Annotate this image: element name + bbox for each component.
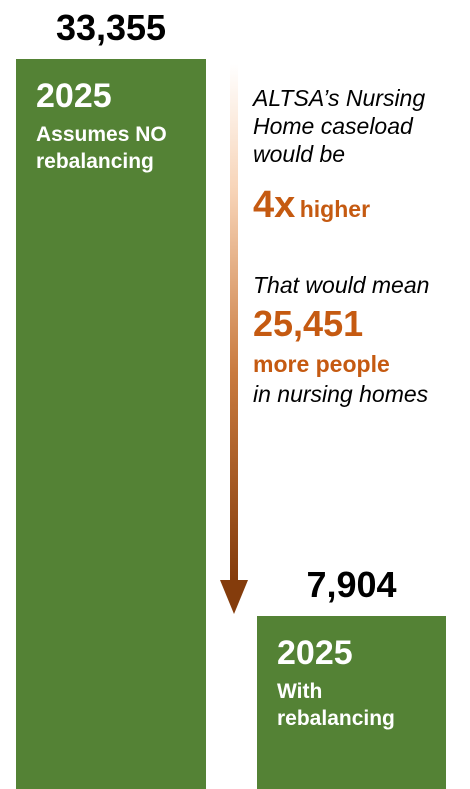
bar-value-label: 33,355 [55,7,167,48]
multiplier-suffix: higher [299,196,371,222]
difference-label: more people [253,351,390,377]
bar-no-rebalancing [16,59,206,789]
bar-category-label: Assumes NO rebalancing [36,123,167,173]
bar-with-rebalancing [257,616,446,789]
difference-value: 25,451 [253,303,364,344]
bar-year-label: 2025 [36,77,112,115]
arrow-shaft [230,64,238,580]
multiplier-value: 4x [253,184,296,226]
annotation-intro: ALTSA’s Nursing Home caseload would be [253,85,426,167]
bar-category-label: With rebalancing [277,680,395,730]
annotation-lead: That would mean [253,272,430,298]
down-arrow-icon [220,64,248,614]
multiplier-callout: 4x higher [253,184,370,227]
annotation-tail: in nursing homes [253,381,429,407]
bar-year-label: 2025 [277,634,353,672]
arrow-head [220,580,248,614]
bar-value-label: 7,904 [306,564,397,605]
